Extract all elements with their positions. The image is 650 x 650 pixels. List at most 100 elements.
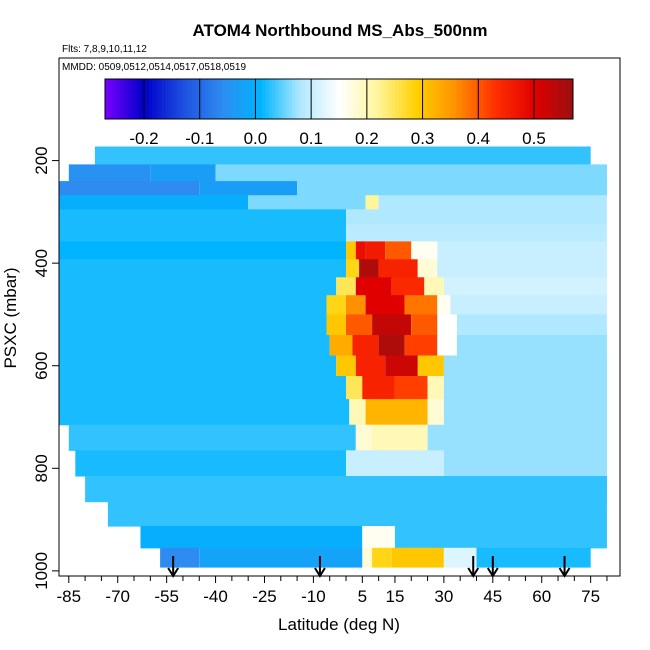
colorbar-swatch [452, 79, 457, 119]
colorbar-swatch [318, 79, 323, 119]
colorbar-tick-label: -0.1 [185, 129, 214, 148]
x-tick-label: 75 [581, 587, 600, 606]
colorbar-swatch [445, 79, 450, 119]
heatmap-cell [385, 355, 418, 377]
heatmap-cell [59, 241, 346, 260]
colorbar-swatch [562, 79, 567, 119]
colorbar-swatch [118, 79, 123, 119]
y-axis-label: PSXC (mbar) [1, 267, 20, 368]
heatmap-cell [427, 376, 444, 400]
x-tick-label: -55 [154, 587, 179, 606]
heatmap-cell [336, 355, 356, 377]
colorbar-swatch [342, 79, 347, 119]
heatmap-cell [346, 295, 366, 315]
colorbar-swatch [526, 79, 530, 119]
colorbar-swatch [255, 79, 260, 119]
heatmap-cell [450, 295, 607, 315]
colorbar-tick-label: 0.5 [522, 129, 546, 148]
heatmap-cell [355, 424, 373, 451]
colorbar-tick-label: 0.3 [411, 129, 435, 148]
heatmap-cell [404, 335, 438, 357]
colorbar-swatch [429, 79, 433, 119]
colorbar-swatch [278, 79, 283, 119]
flights-subtitle: Flts: 7,8,9,10,11,12 [62, 44, 147, 55]
colorbar-swatch [282, 79, 286, 119]
colorbar-swatch [125, 79, 129, 119]
colorbar-swatch [512, 79, 517, 119]
heatmap-cell [378, 335, 405, 357]
colorbar-swatch [128, 79, 133, 119]
colorbar-swatch [552, 79, 557, 119]
heatmap-cell [437, 241, 607, 260]
heatmap-cell [59, 181, 200, 196]
heatmap-cell [437, 335, 457, 357]
colorbar-swatch [151, 79, 156, 119]
colorbar-swatch [201, 79, 206, 119]
colorbar-swatch [506, 79, 510, 119]
heatmap-cell [372, 547, 392, 568]
colorbar-swatch [549, 79, 554, 119]
heatmap-cell [68, 424, 356, 451]
colorbar-tick-label: -0.2 [129, 129, 158, 148]
heatmap-cell [385, 241, 412, 260]
colorbar-swatch [302, 79, 306, 119]
heatmap-cell [346, 241, 356, 260]
colorbar-swatch [422, 79, 427, 119]
heatmap-cell [456, 314, 607, 336]
colorbar-swatch [245, 79, 250, 119]
heatmap-cell [404, 295, 438, 315]
heatmap-cell [443, 355, 607, 377]
colorbar-swatch [409, 79, 413, 119]
heatmap-cell [59, 259, 346, 278]
y-tick-label: 800 [32, 454, 51, 482]
heatmap-cell [417, 259, 438, 278]
colorbar-swatch [262, 79, 266, 119]
colorbar-swatch [496, 79, 500, 119]
heatmap-cell [160, 547, 200, 568]
colorbar-swatch [185, 79, 189, 119]
colorbar-swatch [569, 79, 574, 119]
heatmap-cell [427, 424, 607, 451]
colorbar-swatch [345, 79, 350, 119]
heatmap-cell [411, 314, 438, 336]
heatmap-cell [336, 277, 356, 296]
colorbar-swatch [389, 79, 393, 119]
heatmap-cell [378, 195, 607, 210]
colorbar-swatch [556, 79, 561, 119]
colorbar-swatch [412, 79, 417, 119]
colorbar-swatch [379, 79, 383, 119]
colorbar-swatch [566, 79, 571, 119]
colorbar-swatch [312, 79, 316, 119]
colorbar-swatch [385, 79, 390, 119]
heatmap-cell [394, 526, 607, 549]
colorbar-swatch [208, 79, 213, 119]
colorbar-swatch [191, 79, 196, 119]
colorbar-swatch [435, 79, 440, 119]
colorbar-swatch [252, 79, 256, 119]
colorbar-swatch [469, 79, 474, 119]
colorbar-swatch [228, 79, 233, 119]
colorbar-swatch [432, 79, 437, 119]
heatmap-cell [372, 314, 412, 336]
heatmap-cell [424, 277, 444, 296]
heatmap-cell [59, 335, 330, 357]
heatmap-cell [75, 450, 347, 477]
heatmap-cell [443, 399, 607, 426]
colorbar-swatch [339, 79, 343, 119]
colorbar-swatch [171, 79, 176, 119]
colorbar-swatch [218, 79, 223, 119]
x-tick-label: 30 [434, 587, 453, 606]
colorbar-swatch [305, 79, 310, 119]
colorbar-swatch [502, 79, 507, 119]
heatmap-cell [297, 181, 607, 196]
colorbar-swatch [232, 79, 236, 119]
colorbar-swatch [439, 79, 444, 119]
colorbar-swatch [395, 79, 400, 119]
heatmap-cell [365, 241, 386, 260]
colorbar-swatch [131, 79, 136, 119]
heatmap-cell [437, 259, 607, 278]
heatmap-cell [346, 224, 607, 242]
heatmap-cell [150, 164, 216, 182]
heatmap-cell [59, 209, 346, 226]
